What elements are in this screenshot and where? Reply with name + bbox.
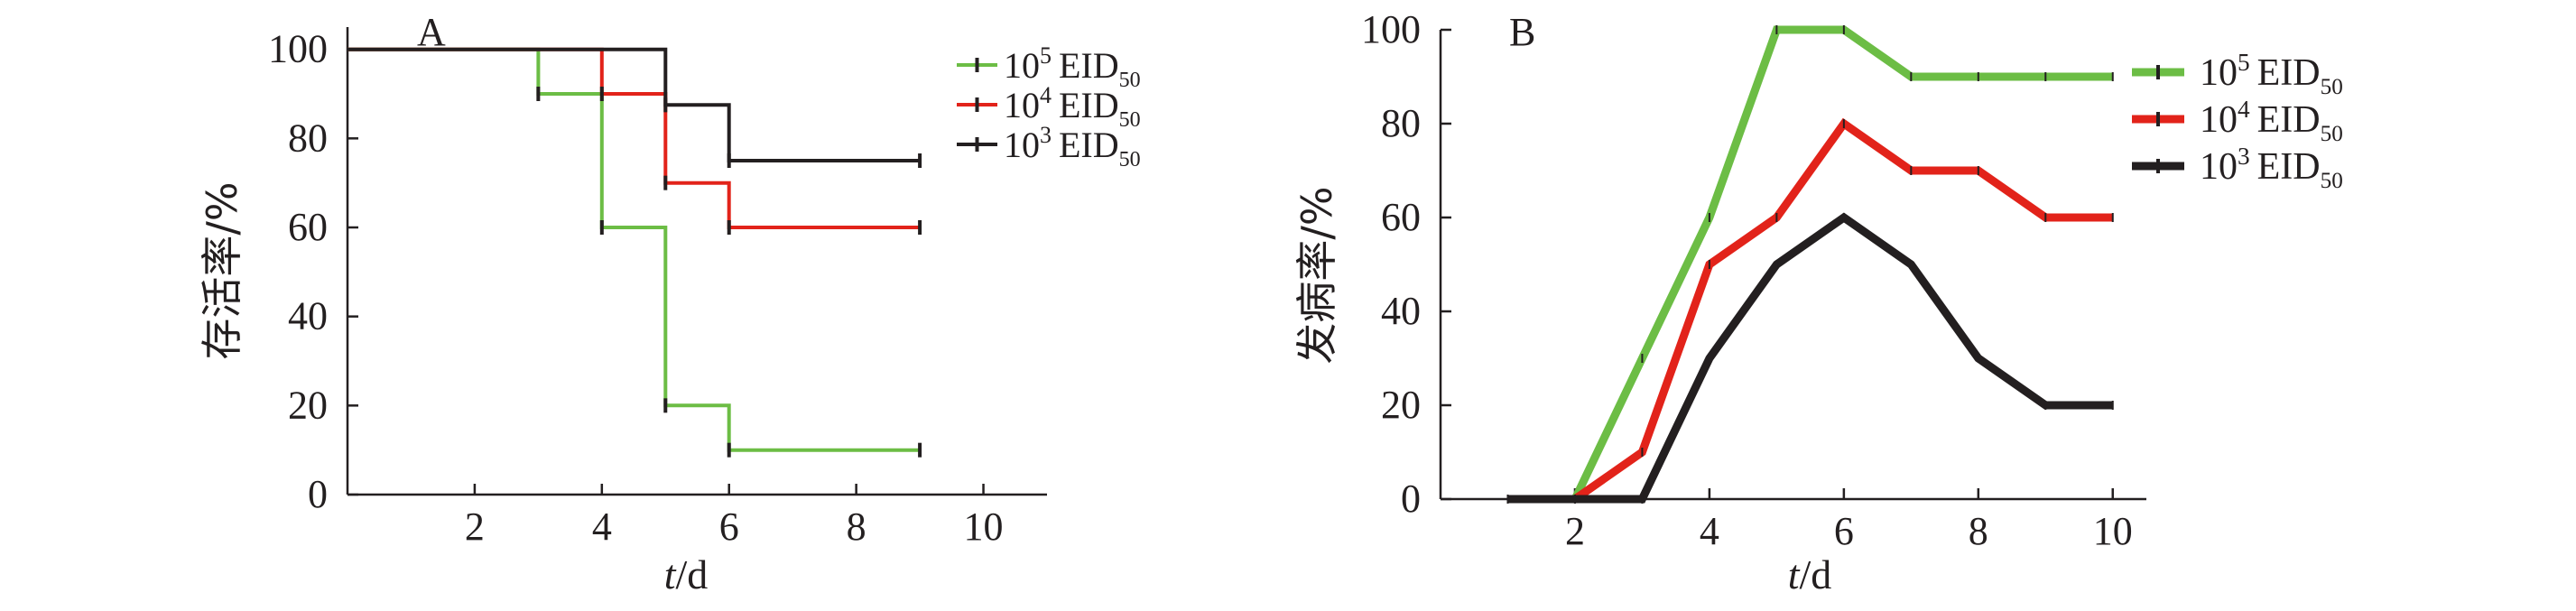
legend-exp: 4 (2238, 96, 2250, 123)
x-tick-label: 8 (847, 505, 866, 549)
y-tick-label: 40 (288, 294, 328, 338)
legend-base: 10 (1004, 125, 1040, 165)
legend-label: 104 EID50 (1004, 82, 1141, 132)
y-tick-label: 100 (1361, 7, 1421, 51)
x-tick-label: 4 (592, 505, 612, 549)
legend-sub: 50 (2321, 122, 2343, 146)
y-axis-label: 发病率/% (1293, 186, 1341, 364)
legend-sub: 50 (2321, 75, 2343, 99)
legend-unit: EID (1059, 125, 1119, 165)
x-tick-label: 6 (719, 505, 739, 549)
legend-exp: 5 (1040, 42, 1052, 69)
panel-label: B (1509, 10, 1535, 54)
y-tick-label: 60 (288, 205, 328, 249)
panel-label: A (417, 10, 446, 54)
legend-exp: 4 (1040, 82, 1052, 108)
legend-base: 10 (2200, 52, 2238, 94)
x-tick-label: 10 (964, 505, 1004, 549)
x-tick-label: 4 (1700, 509, 1719, 553)
legend-sub: 50 (1119, 148, 1141, 171)
legend-label: 105 EID50 (1004, 42, 1141, 92)
x-axis-label-unit: /d (1800, 551, 1832, 597)
legend-exp: 3 (2238, 143, 2250, 170)
x-axis-label-unit: /d (676, 551, 709, 597)
legend-unit: EID (1059, 45, 1119, 86)
legend-sub: 50 (1119, 108, 1141, 132)
legend-unit: EID (2257, 99, 2321, 141)
y-tick-label: 0 (1401, 477, 1421, 521)
legend-exp: 3 (1040, 122, 1052, 148)
series-line (1572, 117, 2113, 503)
legend-sub: 50 (2321, 169, 2343, 193)
legend-label: 105 EID50 (2200, 49, 2343, 99)
legend-unit: EID (1059, 85, 1119, 125)
legend-label: 104 EID50 (2200, 96, 2343, 146)
legend-label: 103 EID50 (2200, 143, 2343, 193)
y-axis-label: 存活率/% (198, 181, 246, 359)
y-tick-label: 100 (268, 27, 328, 71)
y-tick-label: 20 (288, 383, 328, 427)
y-tick-label: 20 (1381, 383, 1421, 427)
legend-unit: EID (2257, 52, 2321, 94)
x-tick-label: 2 (1565, 509, 1585, 553)
y-tick-label: 80 (1381, 101, 1421, 145)
x-axis-label-var: t (664, 551, 677, 597)
legend-base: 10 (2200, 146, 2238, 188)
legend-base: 10 (1004, 85, 1040, 125)
x-tick-label: 8 (1969, 509, 1988, 553)
legend-exp: 5 (2238, 49, 2250, 76)
legend-label: 103 EID50 (1004, 122, 1141, 171)
series-line (347, 47, 921, 162)
y-tick-label: 40 (1381, 289, 1421, 333)
series-line (347, 47, 921, 229)
y-tick-label: 0 (308, 472, 328, 516)
y-tick-label: 80 (288, 116, 328, 160)
x-tick-label: 10 (2093, 509, 2133, 553)
x-tick-label: 2 (465, 505, 485, 549)
series-line (1571, 25, 2113, 501)
series-line (347, 47, 921, 452)
series-line (1507, 212, 2113, 504)
legend-unit: EID (2257, 146, 2321, 188)
x-tick-label: 6 (1834, 509, 1854, 553)
x-axis-label: t/d (1788, 551, 1832, 597)
x-axis-label: t/d (664, 551, 709, 597)
y-tick-label: 60 (1381, 195, 1421, 239)
legend-base: 10 (1004, 45, 1040, 86)
x-axis-label-var: t (1788, 551, 1801, 597)
legend-base: 10 (2200, 99, 2238, 141)
legend-sub: 50 (1119, 69, 1141, 92)
